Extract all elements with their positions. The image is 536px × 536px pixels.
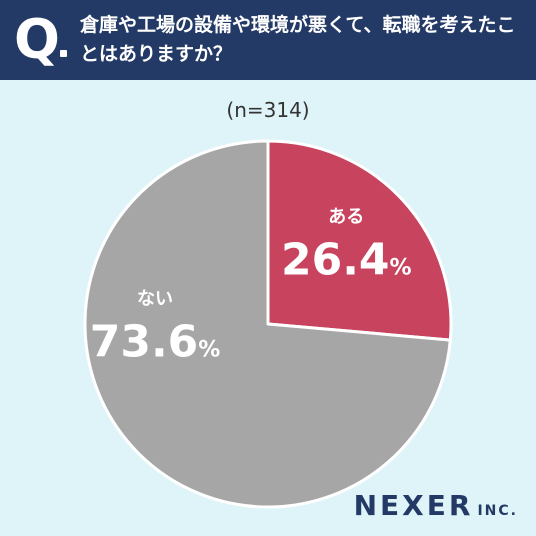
q-mark-dot [60, 50, 67, 57]
brand-suffix: INC. [477, 503, 518, 519]
question-header: Q 倉庫や工場の設備や環境が悪くて、転職を考えたことはありますか？ [0, 0, 536, 80]
slice-value-yes: 26.4% [281, 234, 412, 285]
q-mark: Q [14, 8, 60, 71]
slice-label-yes: ある [328, 206, 364, 227]
slice-label-no: ない [137, 289, 173, 310]
brand-name: NEXER [353, 489, 474, 522]
pie-slice-no [83, 139, 452, 509]
pie-slice-yes [266, 139, 453, 342]
question-text: 倉庫や工場の設備や環境が悪くて、転職を考えたことはありますか？ [80, 14, 516, 65]
slice-value-no: 73.6% [90, 317, 221, 368]
nexer-logo: NEXER INC. [354, 489, 518, 522]
sample-size: (n=314) [226, 98, 310, 122]
